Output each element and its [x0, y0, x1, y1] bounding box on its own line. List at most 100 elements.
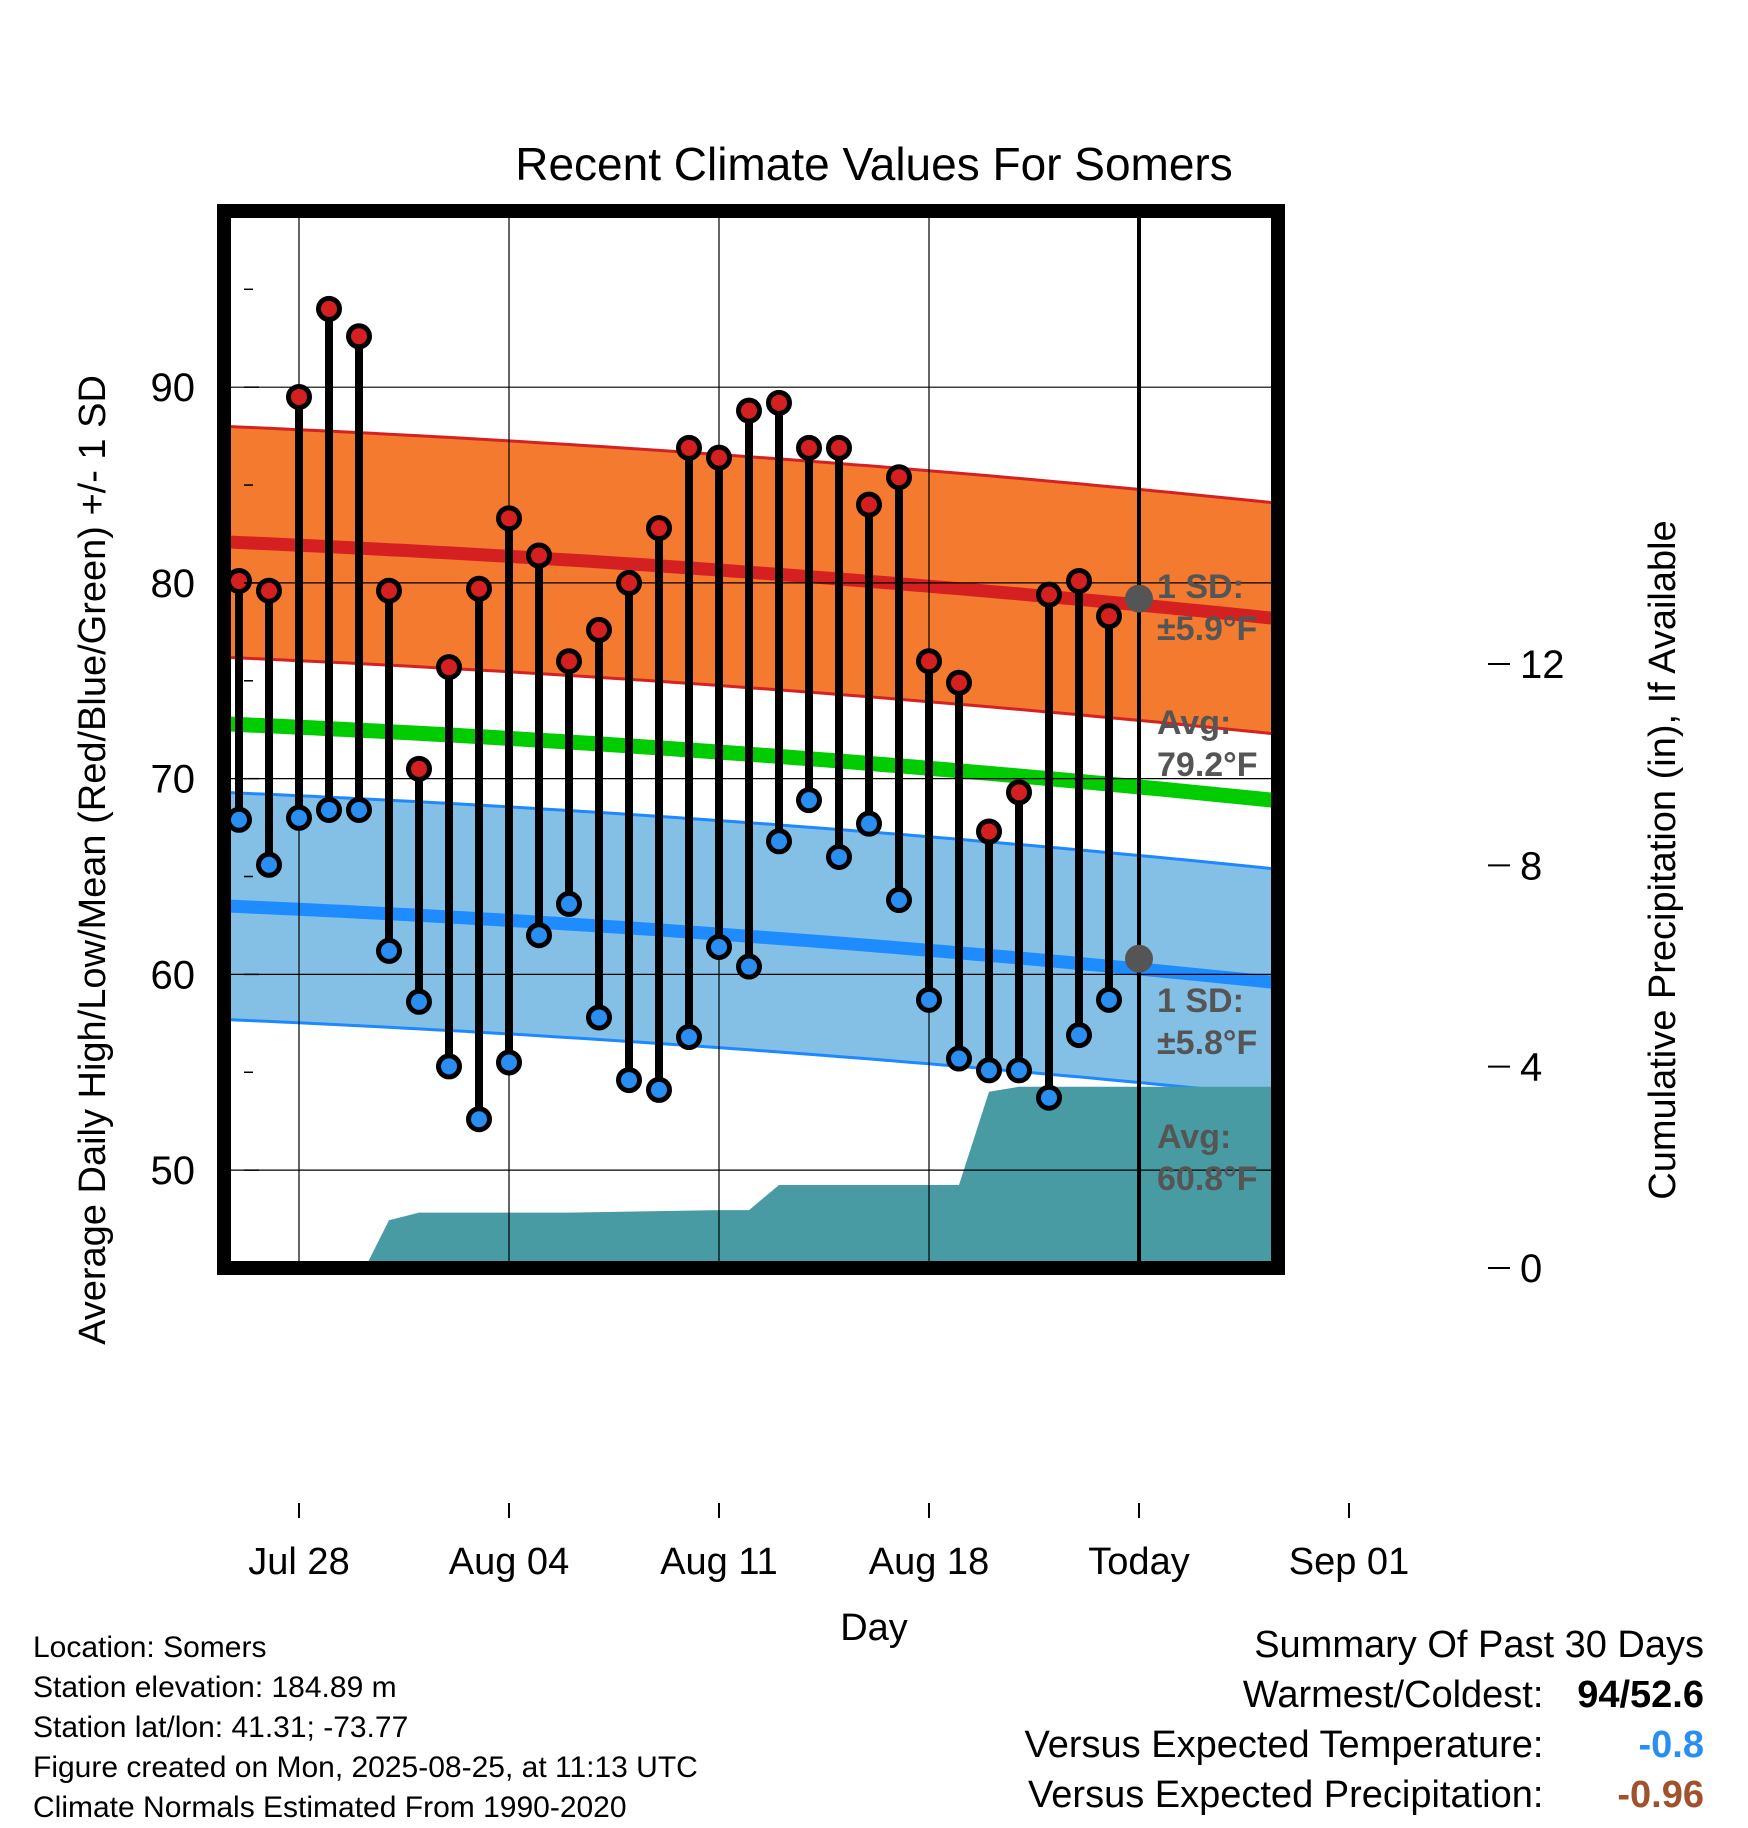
y2-axis-label: Cumulative Precipitation (in), If Availa…: [1642, 520, 1684, 1199]
precip-label: Versus Expected Precipitation:: [1028, 1774, 1544, 1816]
low-temp-point: [706, 933, 732, 960]
low-temp-point: [976, 1057, 1002, 1084]
high-temp-point: [256, 577, 282, 604]
low-temp-point: [1006, 1057, 1032, 1084]
y-tick-label: 80: [151, 562, 196, 606]
warmest-value: 94: [1577, 1674, 1620, 1716]
high-temp-point: [1006, 779, 1032, 806]
low-temp-point: [556, 890, 582, 917]
x-tick-label: Sep 01: [1289, 1541, 1409, 1583]
daily-observations: [226, 295, 1122, 1133]
warm-cold-row: Warmest/Coldest: 94/52.6: [804, 1670, 1704, 1720]
plot-frame: [217, 204, 1285, 1275]
low-temp-point: [946, 1045, 972, 1072]
high-temp-point: [736, 397, 762, 424]
days-label: Days: [1151, 1427, 1237, 1468]
low-sd-annotation-line: 1 SD:: [1157, 982, 1244, 1020]
high-temp-point: [436, 654, 462, 681]
today-low-marker: [1125, 944, 1153, 973]
warm-cold-value: 94/52.6: [1554, 1670, 1704, 1720]
high-sd-annotation-line: ±5.9°F: [1157, 610, 1257, 648]
high-temp-point: [976, 818, 1002, 845]
plot-area: 1 SD: ±5.9°F Avg: 79.2°F 1 SD: ±5.8°F Avg: 60.8…: [151, 204, 1565, 1583]
low-avg-line: [224, 899, 1278, 990]
temp-row: Versus Expected Temperature: -0.8: [804, 1720, 1704, 1770]
low-avg-annotation-line: Avg:: [1157, 1118, 1231, 1156]
low-temp-point: [256, 851, 282, 878]
y2-tick-label: 0: [1520, 1247, 1542, 1291]
days-label: 30: [1151, 1381, 1191, 1422]
high-temp-point: [466, 575, 492, 602]
y2-tick-label: 12: [1520, 643, 1565, 687]
temp-value: -0.8: [1638, 1724, 1704, 1766]
high-temp-point: [946, 669, 972, 696]
high-temp-point: [316, 295, 342, 322]
today-high-marker: [1125, 584, 1153, 613]
precip-area: [365, 1086, 1278, 1268]
low-temp-point: [1096, 986, 1122, 1013]
low-temp-point: [916, 986, 942, 1013]
slash-text: /: [1619, 1674, 1631, 1716]
low-avg-annotation-line: 60.8°F: [1157, 1160, 1258, 1198]
chart-title: Recent Climate Values For Somers: [515, 138, 1233, 190]
high-temp-point: [766, 389, 792, 416]
low-temp-point: [436, 1053, 462, 1080]
y-axis-label: Average Daily High/Low/Mean (Red/Blue/Gr…: [72, 375, 114, 1345]
high-temp-point: [286, 383, 312, 410]
warm-cold-label: Warmest/Coldest:: [1242, 1674, 1544, 1716]
y-tick-label: 90: [151, 366, 196, 410]
high-temp-point: [676, 434, 702, 461]
plot-content: 1 SD: ±5.9°F Avg: 79.2°F 1 SD: ±5.8°F Avg: 60.8…: [224, 211, 1278, 1468]
x-tick-label: Jul 28: [248, 1541, 349, 1583]
low-temp-point: [1066, 1022, 1092, 1049]
station-info: Location: Somers Station elevation: 184.…: [33, 1628, 698, 1828]
high-temp-point: [916, 648, 942, 675]
high-sd-annotation-line: 1 SD:: [1157, 568, 1244, 606]
high-temp-point: [616, 569, 642, 596]
high-temp-point: [1036, 581, 1062, 608]
low-temp-point: [856, 810, 882, 837]
summary-panel: Summary Of Past 30 Days Warmest/Coldest:…: [804, 1620, 1704, 1820]
low-temp-point: [766, 828, 792, 855]
low-temp-point: [406, 988, 432, 1015]
high-temp-point: [556, 648, 582, 675]
low-temp-point: [1036, 1084, 1062, 1111]
low-temp-point: [226, 806, 252, 833]
latlon-text: Station lat/lon: 41.31; -73.77: [33, 1711, 409, 1744]
x-tick-label: Today: [1088, 1541, 1189, 1583]
low-temp-point: [616, 1067, 642, 1094]
y2-tick-label: 8: [1520, 844, 1542, 888]
low-temp-point: [376, 937, 402, 964]
temp-label: Versus Expected Temperature:: [1024, 1724, 1544, 1766]
precip-value: -0.96: [1617, 1774, 1704, 1816]
high-temp-point: [406, 755, 432, 782]
low-temp-point: [886, 887, 912, 914]
y-tick-label: 50: [151, 1149, 196, 1193]
high-temp-point: [796, 434, 822, 461]
low-temp-point: [496, 1049, 522, 1076]
summary-title: Summary Of Past 30 Days: [1254, 1624, 1704, 1666]
low-temp-point: [676, 1024, 702, 1051]
high-temp-point: [1066, 567, 1092, 594]
low-temp-point: [586, 1004, 612, 1031]
high-avg-annotation-line: 79.2°F: [1157, 746, 1258, 784]
high-temp-point: [706, 444, 732, 471]
low-temp-point: [466, 1106, 492, 1133]
high-temp-point: [526, 542, 552, 569]
coldest-value: 52.6: [1630, 1674, 1704, 1716]
y2-tick-label: 4: [1520, 1046, 1542, 1090]
y-tick-label: 60: [151, 953, 196, 997]
precip-row: Versus Expected Precipitation: -0.96: [804, 1770, 1704, 1820]
x-tick-label: Aug 04: [449, 1541, 569, 1583]
high-temp-point: [856, 491, 882, 518]
low-temp-point: [646, 1076, 672, 1103]
high-temp-point: [826, 434, 852, 461]
low-temp-point: [736, 953, 762, 980]
x-tick-label: Aug 11: [660, 1541, 778, 1583]
low-temp-point: [526, 922, 552, 949]
x-tick-label: Aug 18: [869, 1541, 989, 1583]
high-temp-point: [646, 515, 672, 542]
high-temp-point: [586, 616, 612, 643]
low-temp-point: [826, 843, 852, 870]
